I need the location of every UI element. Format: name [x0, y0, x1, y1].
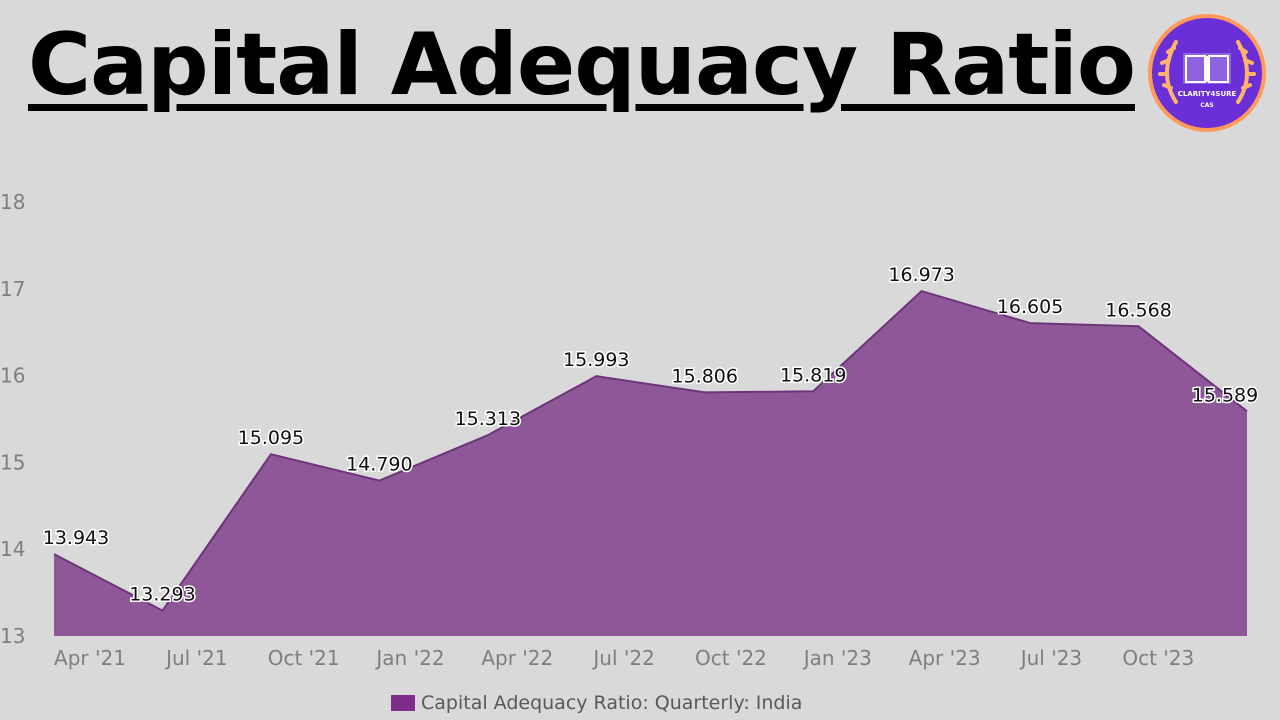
data-label: 15.095 [238, 427, 304, 449]
legend: Capital Adequacy Ratio: Quarterly: India [391, 692, 802, 714]
y-tick-label: 14 [0, 537, 25, 561]
chart-title: Capital Adequacy Ratio [28, 15, 1136, 115]
x-tick-label: Jul '21 [164, 646, 227, 670]
x-axis: Apr '21 Jul '21 Oct '21 Jan '22 Apr '22 Jul '… [54, 646, 1194, 670]
x-tick-label: Oct '22 [695, 646, 767, 670]
data-label: 16.568 [1105, 299, 1171, 321]
book-icon [1183, 53, 1231, 84]
x-tick-label: Apr '21 [54, 646, 126, 670]
legend-swatch [391, 695, 415, 711]
x-tick-label: Jan '23 [802, 646, 872, 670]
x-tick-label: Apr '23 [909, 646, 981, 670]
y-tick-label: 18 [0, 190, 25, 214]
legend-label: Capital Adequacy Ratio: Quarterly: India [421, 692, 803, 714]
data-labels: 13.943 13.293 15.095 14.790 15.313 15.993 15.8… [41, 263, 1259, 607]
y-tick-label: 16 [0, 364, 25, 388]
y-tick-label: 13 [0, 624, 25, 648]
x-tick-label: Jul '22 [591, 646, 654, 670]
series-line [53, 289, 1248, 612]
data-label: 16.973 [888, 264, 954, 286]
data-label: 15.313 [455, 408, 521, 430]
series-area [54, 291, 1247, 636]
data-label: 15.589 [1192, 384, 1258, 406]
clarity4sure-logo: CLARITY4SURE CAS [1148, 14, 1266, 132]
y-tick-label: 15 [0, 450, 25, 474]
data-label: 15.819 [780, 364, 846, 386]
data-label: 15.806 [671, 365, 737, 387]
data-label: 13.293 [129, 584, 195, 606]
x-tick-label: Jul '23 [1019, 646, 1082, 670]
data-label: 13.943 [43, 527, 109, 549]
y-tick-label: 17 [0, 277, 25, 301]
data-label: 15.993 [563, 349, 629, 371]
x-tick-label: Oct '21 [268, 646, 340, 670]
logo-subtext: CAS [1200, 102, 1213, 109]
data-label: 14.790 [346, 454, 412, 476]
logo-text: CLARITY4SURE [1178, 90, 1237, 98]
y-axis: 13 14 15 16 17 18 [0, 190, 25, 648]
x-tick-label: Oct '23 [1122, 646, 1194, 670]
x-tick-label: Apr '22 [481, 646, 553, 670]
data-label: 16.605 [997, 296, 1063, 318]
x-tick-label: Jan '22 [374, 646, 444, 670]
